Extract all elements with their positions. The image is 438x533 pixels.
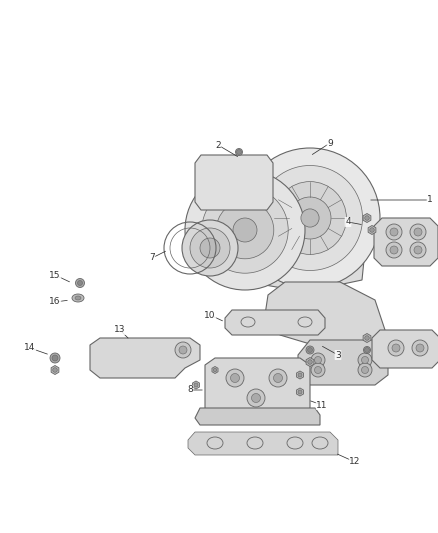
Ellipse shape [258,166,363,271]
Text: 11: 11 [316,400,328,409]
Ellipse shape [273,374,283,383]
Polygon shape [195,408,320,425]
Ellipse shape [414,228,422,236]
Ellipse shape [182,220,238,276]
Polygon shape [212,367,218,374]
Polygon shape [368,225,376,235]
Ellipse shape [364,346,371,353]
Ellipse shape [386,242,402,258]
Ellipse shape [361,367,368,374]
Polygon shape [51,366,59,375]
Ellipse shape [240,148,380,288]
Ellipse shape [298,390,302,394]
Ellipse shape [233,218,257,242]
Ellipse shape [78,280,82,286]
Ellipse shape [358,363,372,377]
Ellipse shape [365,216,369,220]
Ellipse shape [361,357,368,364]
Ellipse shape [388,340,404,356]
Polygon shape [195,155,273,210]
Ellipse shape [314,367,321,374]
Polygon shape [363,214,371,222]
Ellipse shape [190,228,230,268]
Polygon shape [297,371,304,379]
Polygon shape [306,358,314,367]
Ellipse shape [179,346,187,354]
Ellipse shape [311,363,325,377]
Ellipse shape [216,201,274,259]
Polygon shape [298,340,388,385]
Ellipse shape [410,224,426,240]
Ellipse shape [301,209,319,227]
Text: 13: 13 [114,326,126,335]
Polygon shape [372,330,438,368]
Ellipse shape [185,170,305,290]
Ellipse shape [311,353,325,367]
Ellipse shape [213,368,217,372]
Ellipse shape [202,187,288,273]
Text: 4: 4 [345,217,351,227]
Ellipse shape [412,340,428,356]
Ellipse shape [175,342,191,358]
Ellipse shape [251,393,261,402]
Polygon shape [265,282,385,350]
Ellipse shape [390,228,398,236]
Ellipse shape [50,353,60,363]
Polygon shape [374,218,438,266]
Text: 8: 8 [187,385,193,394]
Ellipse shape [194,383,198,387]
Ellipse shape [370,228,374,232]
Ellipse shape [52,355,58,361]
Ellipse shape [392,344,400,352]
Ellipse shape [306,346,314,354]
Text: 15: 15 [49,271,61,279]
Text: 7: 7 [149,254,155,262]
Polygon shape [238,162,370,292]
Ellipse shape [307,348,312,352]
Ellipse shape [386,224,402,240]
Ellipse shape [314,357,321,364]
Ellipse shape [308,360,312,364]
Ellipse shape [53,368,57,372]
Ellipse shape [200,238,220,258]
Polygon shape [193,381,199,389]
Polygon shape [297,388,304,396]
Ellipse shape [416,344,424,352]
Polygon shape [188,432,338,455]
Polygon shape [205,358,310,415]
Ellipse shape [247,389,265,407]
Ellipse shape [274,182,346,254]
Polygon shape [363,334,371,343]
Ellipse shape [75,296,81,300]
Text: 3: 3 [335,351,341,359]
Ellipse shape [410,242,426,258]
Ellipse shape [230,374,240,383]
Text: 14: 14 [25,343,35,352]
Ellipse shape [226,369,244,387]
Ellipse shape [298,373,302,377]
Ellipse shape [289,197,331,239]
Text: 16: 16 [49,297,61,306]
Ellipse shape [365,336,369,340]
Text: 2: 2 [215,141,221,149]
Ellipse shape [236,149,243,156]
Ellipse shape [269,369,287,387]
Text: 10: 10 [204,311,216,319]
Text: 12: 12 [350,457,360,466]
Ellipse shape [72,294,84,302]
Ellipse shape [390,246,398,254]
Text: 1: 1 [427,196,433,205]
Ellipse shape [75,279,85,287]
Ellipse shape [237,149,241,155]
Ellipse shape [414,246,422,254]
Ellipse shape [364,348,370,352]
Polygon shape [90,338,200,378]
Polygon shape [225,310,325,335]
Text: 9: 9 [327,139,333,148]
Ellipse shape [358,353,372,367]
